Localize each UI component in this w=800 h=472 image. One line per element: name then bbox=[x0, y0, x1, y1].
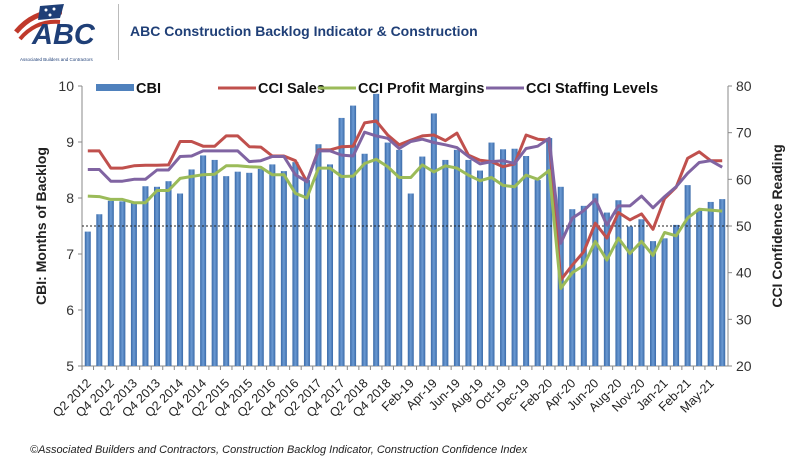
cbi-bar bbox=[419, 156, 426, 366]
cbi-bar bbox=[350, 105, 357, 366]
cbi-bar bbox=[223, 176, 230, 366]
cbi-bar bbox=[130, 203, 137, 366]
left-tick-label: 9 bbox=[66, 134, 74, 150]
cbi-bar bbox=[500, 149, 507, 366]
cbi-bar bbox=[569, 209, 576, 366]
source-footer: ©Associated Builders and Contractors, Co… bbox=[30, 444, 528, 456]
cbi-bar bbox=[315, 144, 322, 366]
cbi-bar bbox=[361, 153, 368, 366]
right-tick-label: 50 bbox=[736, 218, 752, 234]
abc-logo: ABC Associated Builders and Contractors bbox=[14, 4, 96, 62]
cci-staffing-levels-line bbox=[87, 130, 723, 245]
cbi-bar bbox=[384, 142, 391, 366]
cbi-bar bbox=[407, 193, 414, 366]
cbi-bar bbox=[373, 93, 380, 366]
left-tick-label: 7 bbox=[66, 246, 74, 262]
cbi-bar bbox=[592, 193, 599, 366]
right-tick-label: 20 bbox=[736, 358, 752, 374]
logo-star-field bbox=[38, 4, 64, 20]
cbi-bar bbox=[684, 185, 691, 366]
legend-label: CCI Profit Margins bbox=[358, 81, 484, 97]
cbi-bar bbox=[696, 209, 703, 366]
cci-sales-line bbox=[87, 119, 723, 282]
logo-subtext: Associated Builders and Contractors bbox=[20, 57, 94, 62]
cbi-bar bbox=[177, 193, 184, 366]
cbi-bar bbox=[234, 171, 241, 366]
header-divider bbox=[118, 4, 119, 60]
cbi-bar bbox=[303, 180, 310, 366]
left-tick-label: 6 bbox=[66, 302, 74, 318]
cbi-bar bbox=[153, 186, 160, 366]
cbi-bar bbox=[119, 201, 126, 366]
cbi-bar bbox=[338, 117, 345, 366]
cbi-bar bbox=[292, 162, 299, 366]
cbi-bar bbox=[661, 238, 668, 366]
cbi-bar bbox=[707, 201, 714, 366]
right-axis-title: CCI Confidence Reading bbox=[769, 144, 785, 307]
cbi-bar bbox=[580, 205, 587, 366]
cbi-bar bbox=[430, 113, 437, 366]
legend-swatch-cbi bbox=[96, 84, 134, 91]
left-axis-title: CBI: Months of Backlog bbox=[33, 147, 49, 305]
cbi-bar bbox=[453, 149, 460, 366]
cbi-bar bbox=[96, 214, 103, 366]
left-tick-label: 10 bbox=[58, 78, 74, 94]
cbi-bar bbox=[107, 200, 114, 366]
legend-label: CCI Staffing Levels bbox=[526, 81, 658, 97]
cbi-bar bbox=[488, 142, 495, 366]
cbi-bar bbox=[396, 149, 403, 366]
cbi-bar bbox=[327, 164, 334, 366]
cbi-bar bbox=[603, 212, 610, 366]
cbi-bar bbox=[523, 156, 530, 366]
cbi-bar bbox=[465, 159, 472, 366]
cbi-bar bbox=[280, 171, 287, 366]
legend-label: CCI Sales bbox=[258, 81, 325, 97]
cbi-bar bbox=[200, 155, 207, 366]
cbi-bar bbox=[673, 224, 680, 366]
cbi-bar bbox=[165, 181, 172, 366]
cbi-bar bbox=[257, 168, 264, 366]
left-tick-label: 8 bbox=[66, 190, 74, 206]
cbi-bar bbox=[534, 180, 541, 366]
cbi-bar bbox=[719, 199, 726, 366]
cbi-bar bbox=[511, 148, 518, 366]
cbi-bar bbox=[246, 172, 253, 366]
cbi-bar bbox=[626, 226, 633, 366]
cbi-bar bbox=[615, 200, 622, 366]
cbi-bar bbox=[188, 169, 195, 366]
right-tick-label: 40 bbox=[736, 265, 752, 281]
right-tick-label: 70 bbox=[736, 125, 752, 141]
cbi-bar bbox=[638, 219, 645, 366]
cbi-bar bbox=[650, 241, 657, 366]
cbi-bar bbox=[211, 159, 218, 366]
logo-stripe bbox=[18, 19, 61, 41]
cbi-bar bbox=[142, 186, 149, 366]
right-tick-label: 60 bbox=[736, 171, 752, 187]
cbi-bar bbox=[546, 138, 553, 366]
cbi-bar bbox=[84, 231, 91, 366]
legend-label: CBI bbox=[136, 81, 161, 97]
cbi-bar bbox=[269, 164, 276, 366]
cbi-bar bbox=[442, 159, 449, 366]
page-title: ABC Construction Backlog Indicator & Con… bbox=[130, 23, 478, 39]
cbi-bar bbox=[476, 170, 483, 366]
logo-text: ABC bbox=[31, 19, 96, 51]
right-tick-label: 80 bbox=[736, 78, 752, 94]
right-tick-label: 30 bbox=[736, 311, 752, 327]
cci-profit-margins-line bbox=[87, 157, 723, 290]
left-tick-label: 5 bbox=[66, 358, 74, 374]
